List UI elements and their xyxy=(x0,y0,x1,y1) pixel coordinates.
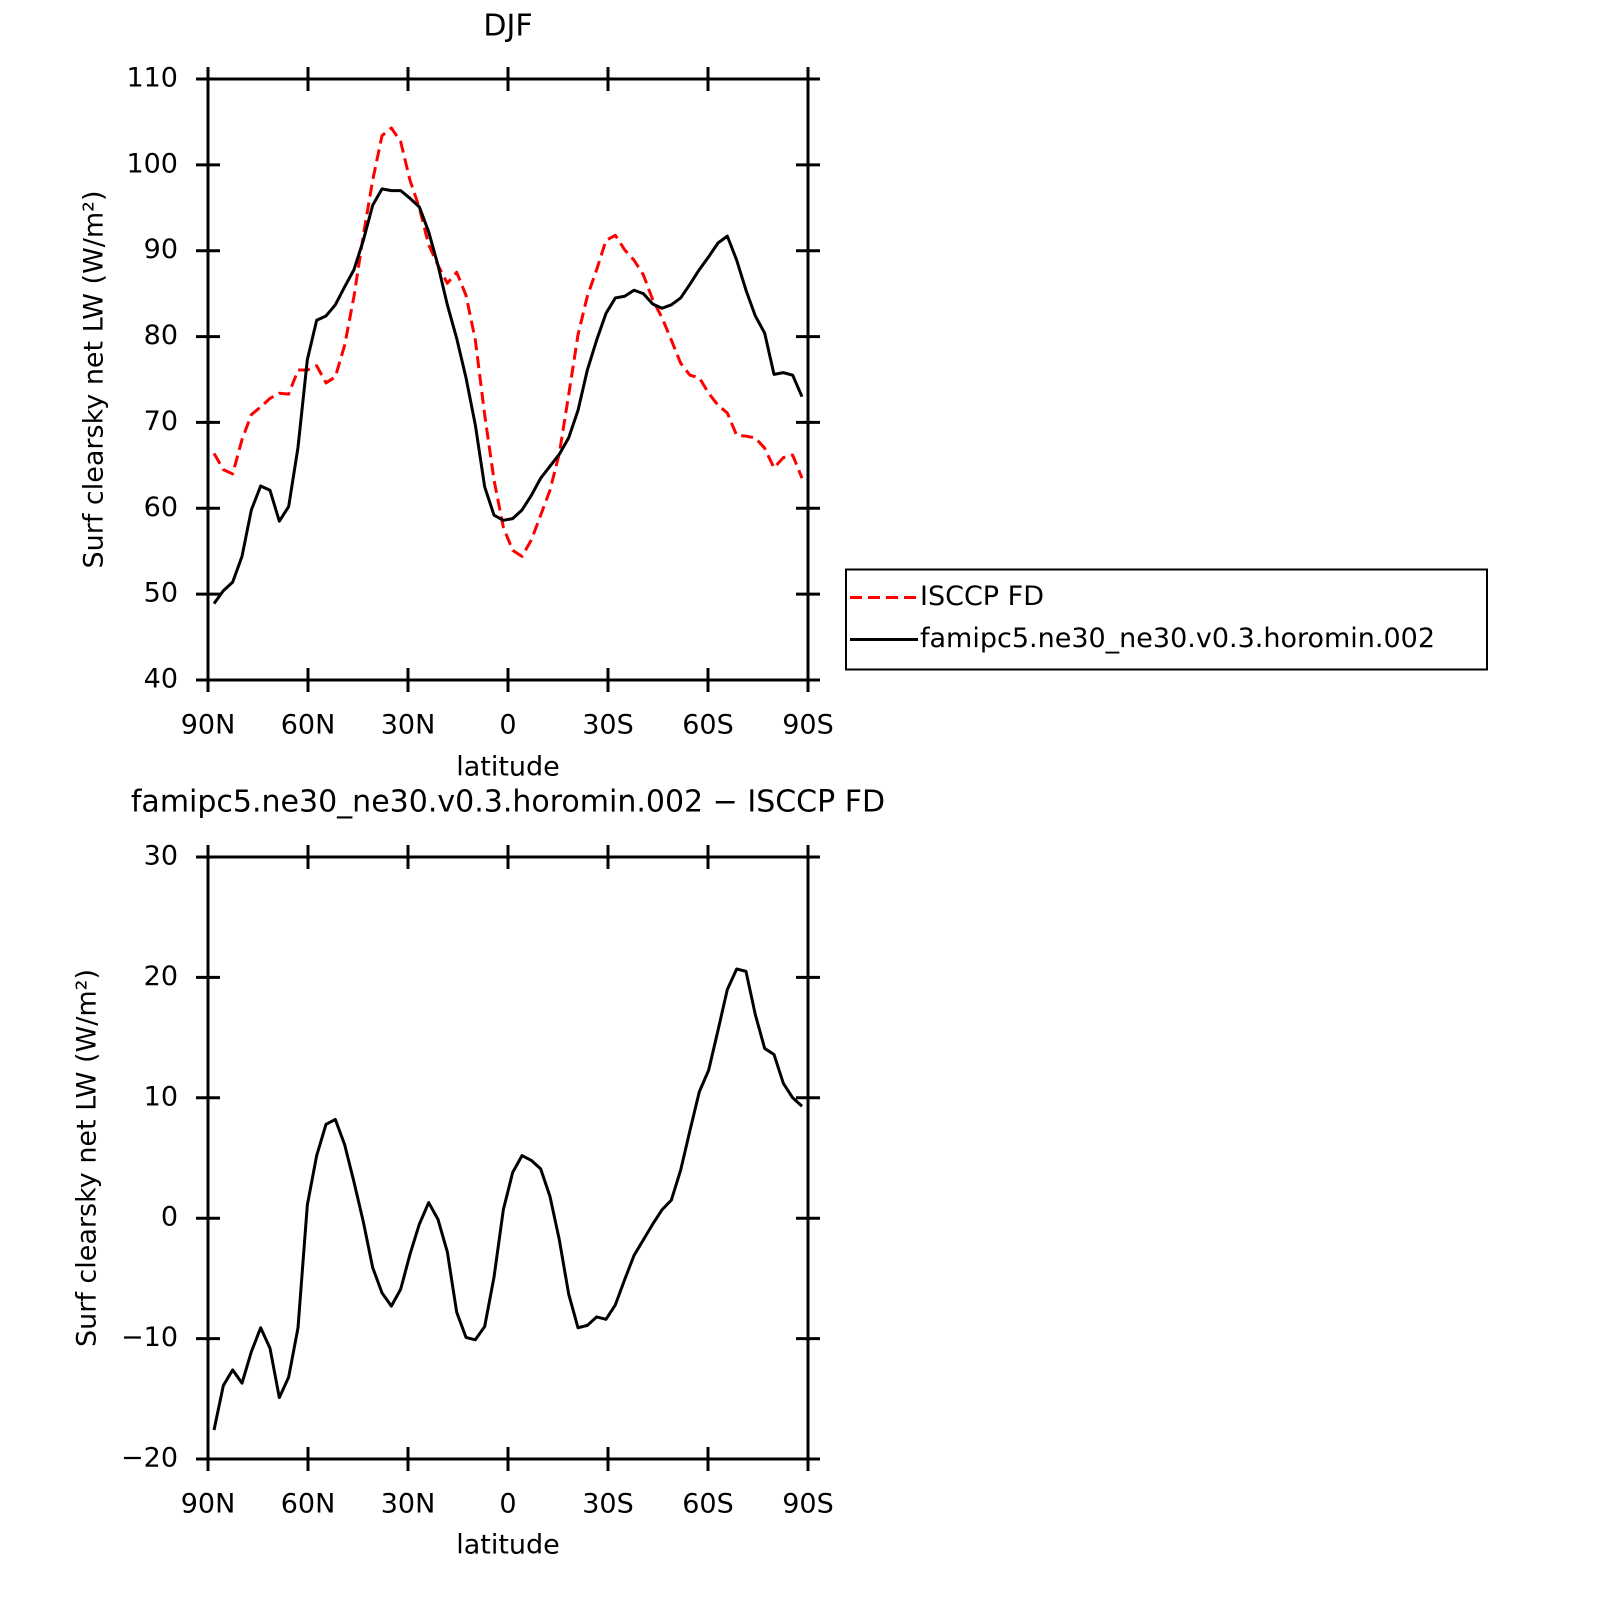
x-tick-label: 90N xyxy=(181,710,236,741)
x-tick-label: 30N xyxy=(381,1489,436,1520)
x-tick-label: 30S xyxy=(582,1489,634,1520)
data-line xyxy=(212,967,804,1431)
x-axis-label: latitude xyxy=(456,752,560,783)
data-line xyxy=(212,126,804,558)
x-tick-label: 60N xyxy=(281,1489,336,1520)
chart-title: DJF xyxy=(483,9,532,44)
x-axis-label: latitude xyxy=(456,1530,560,1561)
y-tick-label: 100 xyxy=(126,148,178,179)
y-tick-label: 20 xyxy=(144,961,178,992)
legend-label: ISCCP FD xyxy=(920,581,1044,612)
legend: ISCCP FD famipc5.ne30_ne30.v0.3.horomin.0… xyxy=(845,568,1488,671)
x-tick-label: 60N xyxy=(281,710,336,741)
y-tick-label: 30 xyxy=(144,841,178,872)
y-tick-label: 80 xyxy=(144,320,178,351)
x-tick-label: 0 xyxy=(499,1489,516,1520)
y-tick-label: −20 xyxy=(121,1443,178,1474)
y-axis-label: Surf clearsky net LW (W/m²) xyxy=(72,969,103,1347)
y-tick-label: 60 xyxy=(144,492,178,523)
legend-box xyxy=(845,568,1488,671)
y-tick-label: 10 xyxy=(144,1081,178,1112)
x-tick-label: 30N xyxy=(381,710,436,741)
plot-frame xyxy=(206,855,810,1461)
plot-frame xyxy=(206,77,810,682)
x-tick-label: 90S xyxy=(782,1489,834,1520)
x-tick-label: 60S xyxy=(682,710,734,741)
y-tick-label: 90 xyxy=(144,234,178,265)
x-tick-label: 90S xyxy=(782,710,834,741)
y-tick-label: 0 xyxy=(161,1202,178,1233)
y-tick-label: 70 xyxy=(144,406,178,437)
x-tick-label: 0 xyxy=(499,710,516,741)
y-tick-label: 110 xyxy=(126,63,178,94)
y-axis-label: Surf clearsky net LW (W/m²) xyxy=(79,190,110,568)
legend-label: famipc5.ne30_ne30.v0.3.horomin.002 xyxy=(920,623,1435,654)
y-tick-label: 40 xyxy=(144,664,178,695)
x-tick-label: 30S xyxy=(582,710,634,741)
chart-title: famipc5.ne30_ne30.v0.3.horomin.002 − ISC… xyxy=(131,785,885,820)
x-tick-label: 90N xyxy=(181,1489,236,1520)
y-tick-label: −10 xyxy=(121,1322,178,1353)
y-tick-label: 50 xyxy=(144,578,178,609)
data-line xyxy=(212,187,804,605)
x-tick-label: 60S xyxy=(682,1489,734,1520)
